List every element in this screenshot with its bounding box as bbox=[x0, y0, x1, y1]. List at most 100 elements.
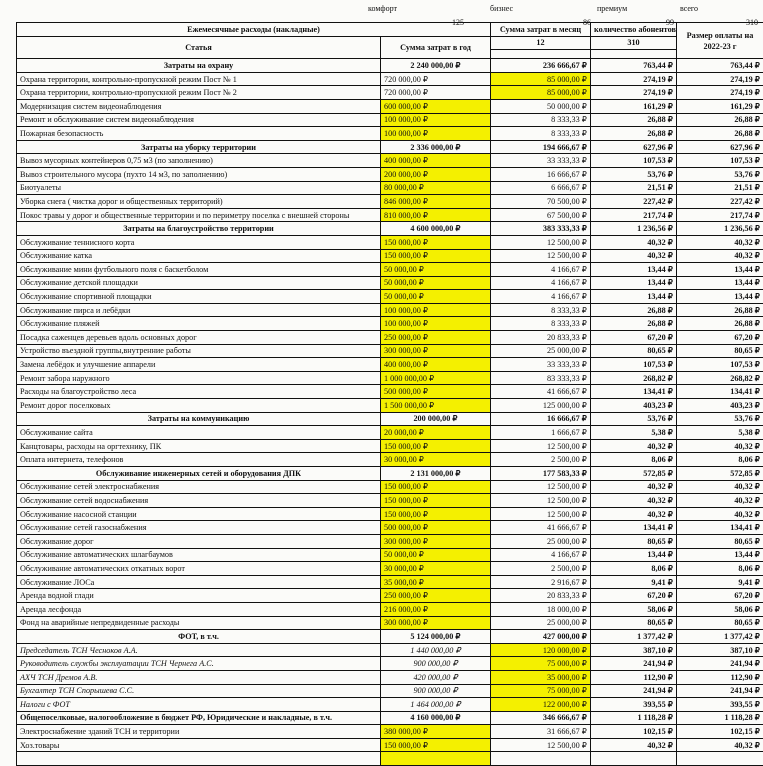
month-sum-cell: 12 500,00 ₽ bbox=[491, 494, 591, 508]
row-label-cell: Обслуживание автоматических шлагбаумов bbox=[17, 548, 381, 562]
month-sum-cell: 2 916,67 ₽ bbox=[491, 575, 591, 589]
month-sum-cell: 2 500,00 ₽ bbox=[491, 562, 591, 576]
month-sum-cell: 4 166,67 ₽ bbox=[491, 276, 591, 290]
year-sum-cell: 250 000,00 ₽ bbox=[381, 589, 491, 603]
tier-label: всего bbox=[680, 4, 698, 13]
payment-total-cell: 107,53 ₽ bbox=[677, 154, 763, 168]
per-subscriber-cell: 13,44 ₽ bbox=[591, 548, 677, 562]
table-row: Уборка снега ( чистка дорог и общественн… bbox=[17, 195, 763, 209]
year-sum-cell: 100 000,00 ₽ bbox=[381, 113, 491, 127]
row-label-cell: Обслуживание сетей водоснабжения bbox=[17, 494, 381, 508]
month-sum-cell: 75 000,00 ₽ bbox=[491, 657, 591, 671]
per-subscriber-cell: 26,88 ₽ bbox=[591, 303, 677, 317]
table-row: Устройство въездной группы,внутренние ра… bbox=[17, 344, 763, 358]
per-subscriber-cell: 161,29 ₽ bbox=[591, 99, 677, 113]
payment-total-cell: 53,76 ₽ bbox=[677, 167, 763, 181]
year-sum-cell: 150 000,00 ₽ bbox=[381, 507, 491, 521]
year-sum-cell: 1 000 000,00 ₽ bbox=[381, 371, 491, 385]
per-subscriber-cell: 8,06 ₽ bbox=[591, 562, 677, 576]
month-sum-cell: 25 000,00 ₽ bbox=[491, 344, 591, 358]
row-label-cell: Налоги с ФОТ bbox=[17, 698, 381, 712]
row-label-cell: Биотуалеты bbox=[17, 181, 381, 195]
per-subscriber-cell: 80,65 ₽ bbox=[591, 616, 677, 630]
payment-total-cell: 67,20 ₽ bbox=[677, 589, 763, 603]
row-label-cell: Охрана территории, контрольно-пропускной… bbox=[17, 72, 381, 86]
month-sum-cell: 75 000,00 ₽ bbox=[491, 684, 591, 698]
per-subscriber-cell: 134,41 ₽ bbox=[591, 521, 677, 535]
payment-total-cell: 112,90 ₽ bbox=[677, 670, 763, 684]
year-sum-cell: 50 000,00 ₽ bbox=[381, 548, 491, 562]
payment-total-cell: 40,32 ₽ bbox=[677, 235, 763, 249]
per-subscriber-cell: 26,88 ₽ bbox=[591, 317, 677, 331]
per-subscriber-cell: 227,42 ₽ bbox=[591, 195, 677, 209]
per-subscriber-cell: 53,76 ₽ bbox=[591, 412, 677, 426]
expense-table: Ежемесячные расходы (накладные) Сумма за… bbox=[16, 22, 763, 766]
table-row: Обслуживание мини футбольного поля с бас… bbox=[17, 263, 763, 277]
year-sum-cell: 50 000,00 ₽ bbox=[381, 263, 491, 277]
per-subscriber-cell: 40,32 ₽ bbox=[591, 439, 677, 453]
per-subscriber-cell: 107,53 ₽ bbox=[591, 358, 677, 372]
month-sum-cell: 6 666,67 ₽ bbox=[491, 181, 591, 195]
payment-total-cell: 1 236,56 ₽ bbox=[677, 222, 763, 236]
month-sum-cell: 41 666,67 ₽ bbox=[491, 521, 591, 535]
payment-total-cell: 80,65 ₽ bbox=[677, 534, 763, 548]
row-label-cell: ФОТ, в т.ч. bbox=[17, 630, 381, 644]
row-label-cell: Затраты на коммуникацию bbox=[17, 412, 381, 426]
year-sum-cell: 2 131 000,00 ₽ bbox=[381, 467, 491, 481]
row-label-cell: Обслуживание спортивной площадки bbox=[17, 290, 381, 304]
row-label-cell: Вывоз строительного мусора (пухто 14 м3,… bbox=[17, 167, 381, 181]
months-count: 12 bbox=[491, 36, 591, 50]
month-sum-cell: 8 333,33 ₽ bbox=[491, 113, 591, 127]
payment-total-cell: 40,32 ₽ bbox=[677, 439, 763, 453]
row-label-cell: Затраты на благоустройство территории bbox=[17, 222, 381, 236]
payment-header: Размер оплаты на 2022-23 г bbox=[677, 23, 763, 59]
per-subscriber-cell: 274,19 ₽ bbox=[591, 86, 677, 100]
subscribers-header: количество абонентов bbox=[591, 23, 677, 37]
row-label-cell: Модернизация систем видеонаблюдения bbox=[17, 99, 381, 113]
row-label-cell: Обслуживание сетей электроснабжения bbox=[17, 480, 381, 494]
payment-total-cell: 268,82 ₽ bbox=[677, 371, 763, 385]
year-sum-cell: 720 000,00 ₽ bbox=[381, 86, 491, 100]
month-sum-cell: 12 500,00 ₽ bbox=[491, 738, 591, 752]
per-subscriber-cell: 403,23 ₽ bbox=[591, 399, 677, 413]
year-sum-cell: 4 160 000,00 ₽ bbox=[381, 711, 491, 725]
section-row: ФОТ, в т.ч.5 124 000,00 ₽427 000,00 ₽1 3… bbox=[17, 630, 763, 644]
header-row: Ежемесячные расходы (накладные) Сумма за… bbox=[17, 23, 763, 37]
per-subscriber-cell: 9,41 ₽ bbox=[591, 575, 677, 589]
tier-label: бизнес bbox=[490, 4, 513, 13]
per-subscriber-cell: 107,53 ₽ bbox=[591, 154, 677, 168]
year-sum-cell: 420 000,00 ₽ bbox=[381, 670, 491, 684]
table-row: Бухгалтер ТСН Спорышева С.С.900 000,00 ₽… bbox=[17, 684, 763, 698]
header-row: Статья Сумма затрат в год 12 310 bbox=[17, 36, 763, 50]
month-sum-cell: 177 583,33 ₽ bbox=[491, 467, 591, 481]
payment-total-cell: 1 377,42 ₽ bbox=[677, 630, 763, 644]
row-label-cell: Аренда лесфонда bbox=[17, 602, 381, 616]
payment-total-cell: 26,88 ₽ bbox=[677, 303, 763, 317]
row-label-cell: Обслуживание теннисного корта bbox=[17, 235, 381, 249]
per-subscriber-cell: 627,96 ₽ bbox=[591, 140, 677, 154]
payment-total-cell: 40,32 ₽ bbox=[677, 480, 763, 494]
row-label-cell bbox=[17, 752, 381, 766]
payment-total-cell: 1 118,28 ₽ bbox=[677, 711, 763, 725]
year-sum-cell: 100 000,00 ₽ bbox=[381, 317, 491, 331]
payment-total-cell: 134,41 ₽ bbox=[677, 521, 763, 535]
per-subscriber-cell: 13,44 ₽ bbox=[591, 263, 677, 277]
month-sum-cell: 31 666,67 ₽ bbox=[491, 725, 591, 739]
month-sum-cell: 194 666,67 ₽ bbox=[491, 140, 591, 154]
per-subscriber-cell: 112,90 ₽ bbox=[591, 670, 677, 684]
year-sum-cell: 2 240 000,00 ₽ bbox=[381, 59, 491, 73]
year-sum-cell: 300 000,00 ₽ bbox=[381, 616, 491, 630]
row-label-cell: Затраты на уборку территории bbox=[17, 140, 381, 154]
payment-total-cell: 8,06 ₽ bbox=[677, 453, 763, 467]
per-subscriber-cell: 13,44 ₽ bbox=[591, 290, 677, 304]
year-sum-cell: 810 000,00 ₽ bbox=[381, 208, 491, 222]
payment-total-cell: 393,55 ₽ bbox=[677, 698, 763, 712]
